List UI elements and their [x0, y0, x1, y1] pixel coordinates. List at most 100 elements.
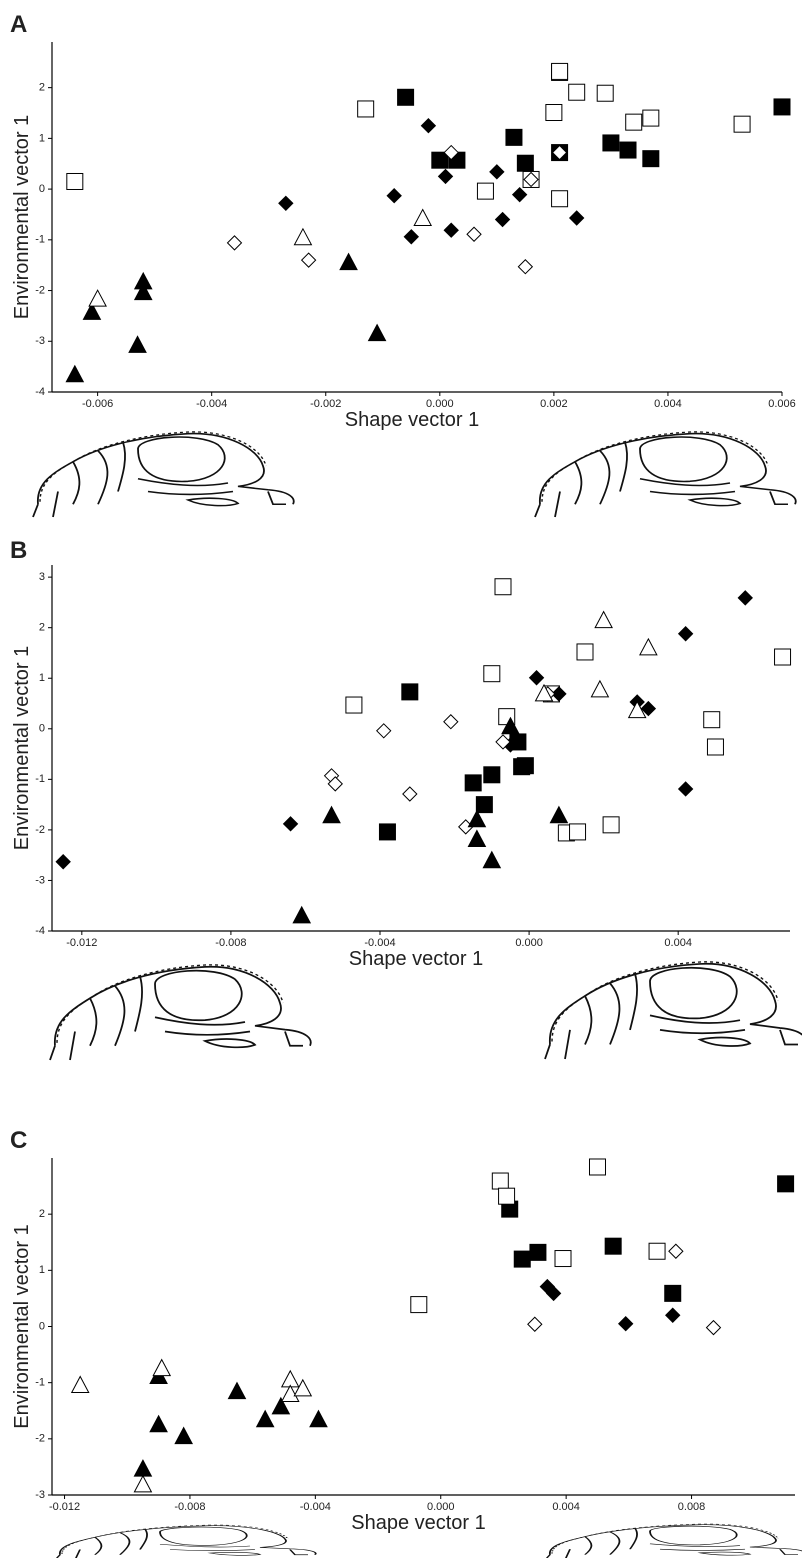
chart-panel: B -4 -3 -2 -1 0 1 2 3 -0.012 -0.008 -0.004 0.000 0.00… [10, 537, 792, 970]
x-tick-label: 0.006 [768, 398, 796, 410]
square-marker [397, 88, 415, 106]
square-marker [642, 109, 660, 127]
diamond-marker [443, 714, 459, 730]
diamond-marker [403, 229, 420, 245]
square-marker [602, 134, 620, 152]
diamond-marker [551, 686, 567, 702]
x-tick-label: 0.008 [678, 1501, 706, 1513]
y-tick-label: 3 [39, 571, 45, 583]
triangle-marker [467, 809, 487, 828]
square-marker [401, 683, 419, 701]
skull-outline [32, 430, 295, 518]
y-tick-label: 2 [39, 82, 45, 94]
square-marker [464, 774, 482, 792]
square-marker [648, 1242, 666, 1260]
triangle-marker [149, 1414, 168, 1433]
square-marker [410, 1296, 428, 1314]
triangle-marker [293, 227, 313, 246]
triangle-marker [88, 289, 107, 307]
diamond-marker [420, 117, 437, 134]
square-marker [516, 757, 534, 775]
diamond-marker [226, 235, 243, 251]
triangle-marker [322, 805, 341, 824]
triangle-marker [128, 335, 147, 353]
square-marker [774, 648, 792, 666]
square-marker [625, 113, 643, 131]
diamond-marker [489, 164, 505, 180]
skull-outline [534, 430, 797, 518]
y-tick-label: -1 [35, 1377, 45, 1389]
triangle-marker [293, 1378, 313, 1397]
square-marker [604, 1237, 622, 1255]
square-marker [529, 1243, 547, 1261]
square-marker [66, 172, 84, 190]
square-marker [576, 643, 594, 661]
square-marker [596, 84, 614, 102]
skull-outline [54, 1524, 317, 1561]
diamond-marker [376, 723, 392, 739]
x-tick-label: 0.000 [515, 937, 543, 949]
skull-outline [544, 960, 802, 1060]
diamond-marker [327, 776, 343, 792]
diamond-marker [511, 186, 528, 203]
triangle-marker [70, 1375, 90, 1393]
triangle-marker [590, 679, 610, 698]
diamond-marker [737, 590, 753, 606]
square-marker [345, 696, 363, 714]
x-tick-label: -0.002 [310, 398, 341, 410]
skull-outline [544, 1523, 802, 1561]
y-tick-label: -1 [35, 234, 45, 246]
triangle-marker [271, 1396, 291, 1415]
y-tick-label: 1 [39, 672, 45, 684]
diamond-marker [282, 816, 299, 832]
triangle-marker [133, 1459, 153, 1477]
x-tick-label: -0.008 [215, 937, 246, 949]
y-tick-label: -4 [35, 386, 45, 398]
triangle-marker [280, 1384, 300, 1402]
square-marker [619, 141, 637, 159]
square-marker [777, 1175, 795, 1193]
x-tick-label: -0.004 [196, 398, 227, 410]
diamond-marker [705, 1319, 722, 1336]
y-tick-label: -2 [35, 1433, 45, 1445]
square-marker [483, 766, 501, 784]
y-tick-label: -4 [35, 925, 45, 937]
diamond-marker [402, 786, 418, 802]
square-marker [431, 151, 449, 169]
diamond-marker [568, 210, 585, 226]
triangle-marker [501, 716, 520, 735]
y-tick-label: 0 [39, 1320, 45, 1332]
square-marker [602, 816, 620, 834]
triangle-marker [627, 700, 647, 719]
triangle-marker [152, 1358, 172, 1377]
y-tick-label: 0 [39, 723, 45, 735]
panel-label: A [10, 11, 27, 38]
triangle-marker [482, 850, 502, 869]
square-marker [568, 83, 586, 101]
square-marker [498, 1187, 516, 1205]
diamond-marker [523, 171, 539, 188]
y-tick-label: -3 [35, 335, 45, 347]
y-axis-title: Environmental vector 1 [11, 115, 33, 320]
skull-outlines [32, 430, 802, 1561]
triangle-marker [292, 905, 312, 924]
diamond-marker [668, 1243, 684, 1259]
x-tick-label: 0.002 [540, 398, 568, 410]
diamond-marker [443, 222, 459, 238]
x-tick-label: 0.004 [654, 398, 682, 410]
panel-label: B [10, 537, 27, 564]
square-marker [476, 182, 494, 200]
square-marker [554, 1250, 572, 1268]
x-tick-label: -0.012 [66, 937, 97, 949]
square-marker [664, 1284, 682, 1302]
triangle-marker [594, 610, 613, 629]
diamond-marker [437, 168, 454, 185]
diamond-marker [443, 144, 459, 161]
y-tick-label: 2 [39, 1208, 45, 1220]
triangle-marker [367, 323, 387, 342]
triangle-marker [133, 1474, 153, 1493]
square-marker [569, 823, 587, 841]
y-axis-title: Environmental vector 1 [11, 646, 33, 851]
x-tick-label: -0.004 [364, 937, 395, 949]
square-marker [545, 104, 563, 122]
